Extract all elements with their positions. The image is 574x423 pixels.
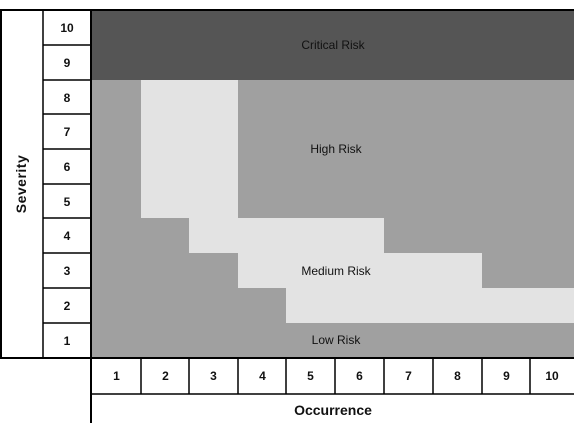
- medium-risk-zone: [141, 80, 574, 323]
- severity-label: 10: [60, 20, 74, 35]
- severity-label: 5: [63, 194, 71, 209]
- occurrence-label: 7: [405, 369, 412, 383]
- occurrence-label: 10: [545, 369, 559, 383]
- critical-risk-label: Critical Risk: [301, 38, 365, 52]
- occurrence-label: 4: [259, 369, 266, 383]
- occurrence-label: 6: [356, 369, 363, 383]
- high-risk-label: High Risk: [310, 142, 362, 156]
- severity-label: 9: [63, 55, 71, 70]
- severity-label: 4: [63, 228, 71, 243]
- occurrence-label: 8: [454, 369, 461, 383]
- severity-label: 8: [63, 90, 71, 105]
- severity-axis-title: Severity: [13, 154, 29, 214]
- severity-label: 2: [63, 298, 71, 313]
- occurrence-label: 5: [307, 369, 314, 383]
- high-risk-zone: [238, 80, 574, 288]
- occurrence-label: 1: [113, 369, 120, 383]
- severity-label: 6: [63, 159, 71, 174]
- occurrence-label: 2: [162, 369, 169, 383]
- severity-label: 1: [63, 333, 71, 348]
- low-risk-label: Low Risk: [311, 333, 361, 347]
- severity-label: 7: [63, 124, 71, 139]
- occurrence-label: 3: [210, 369, 217, 383]
- medium-risk-label: Medium Risk: [301, 264, 371, 278]
- critical-risk-zone: [92, 10, 574, 80]
- severity-label: 3: [63, 263, 71, 278]
- occurrence-label: 9: [503, 369, 510, 383]
- occurrence-axis-title: Occurrence: [294, 402, 372, 418]
